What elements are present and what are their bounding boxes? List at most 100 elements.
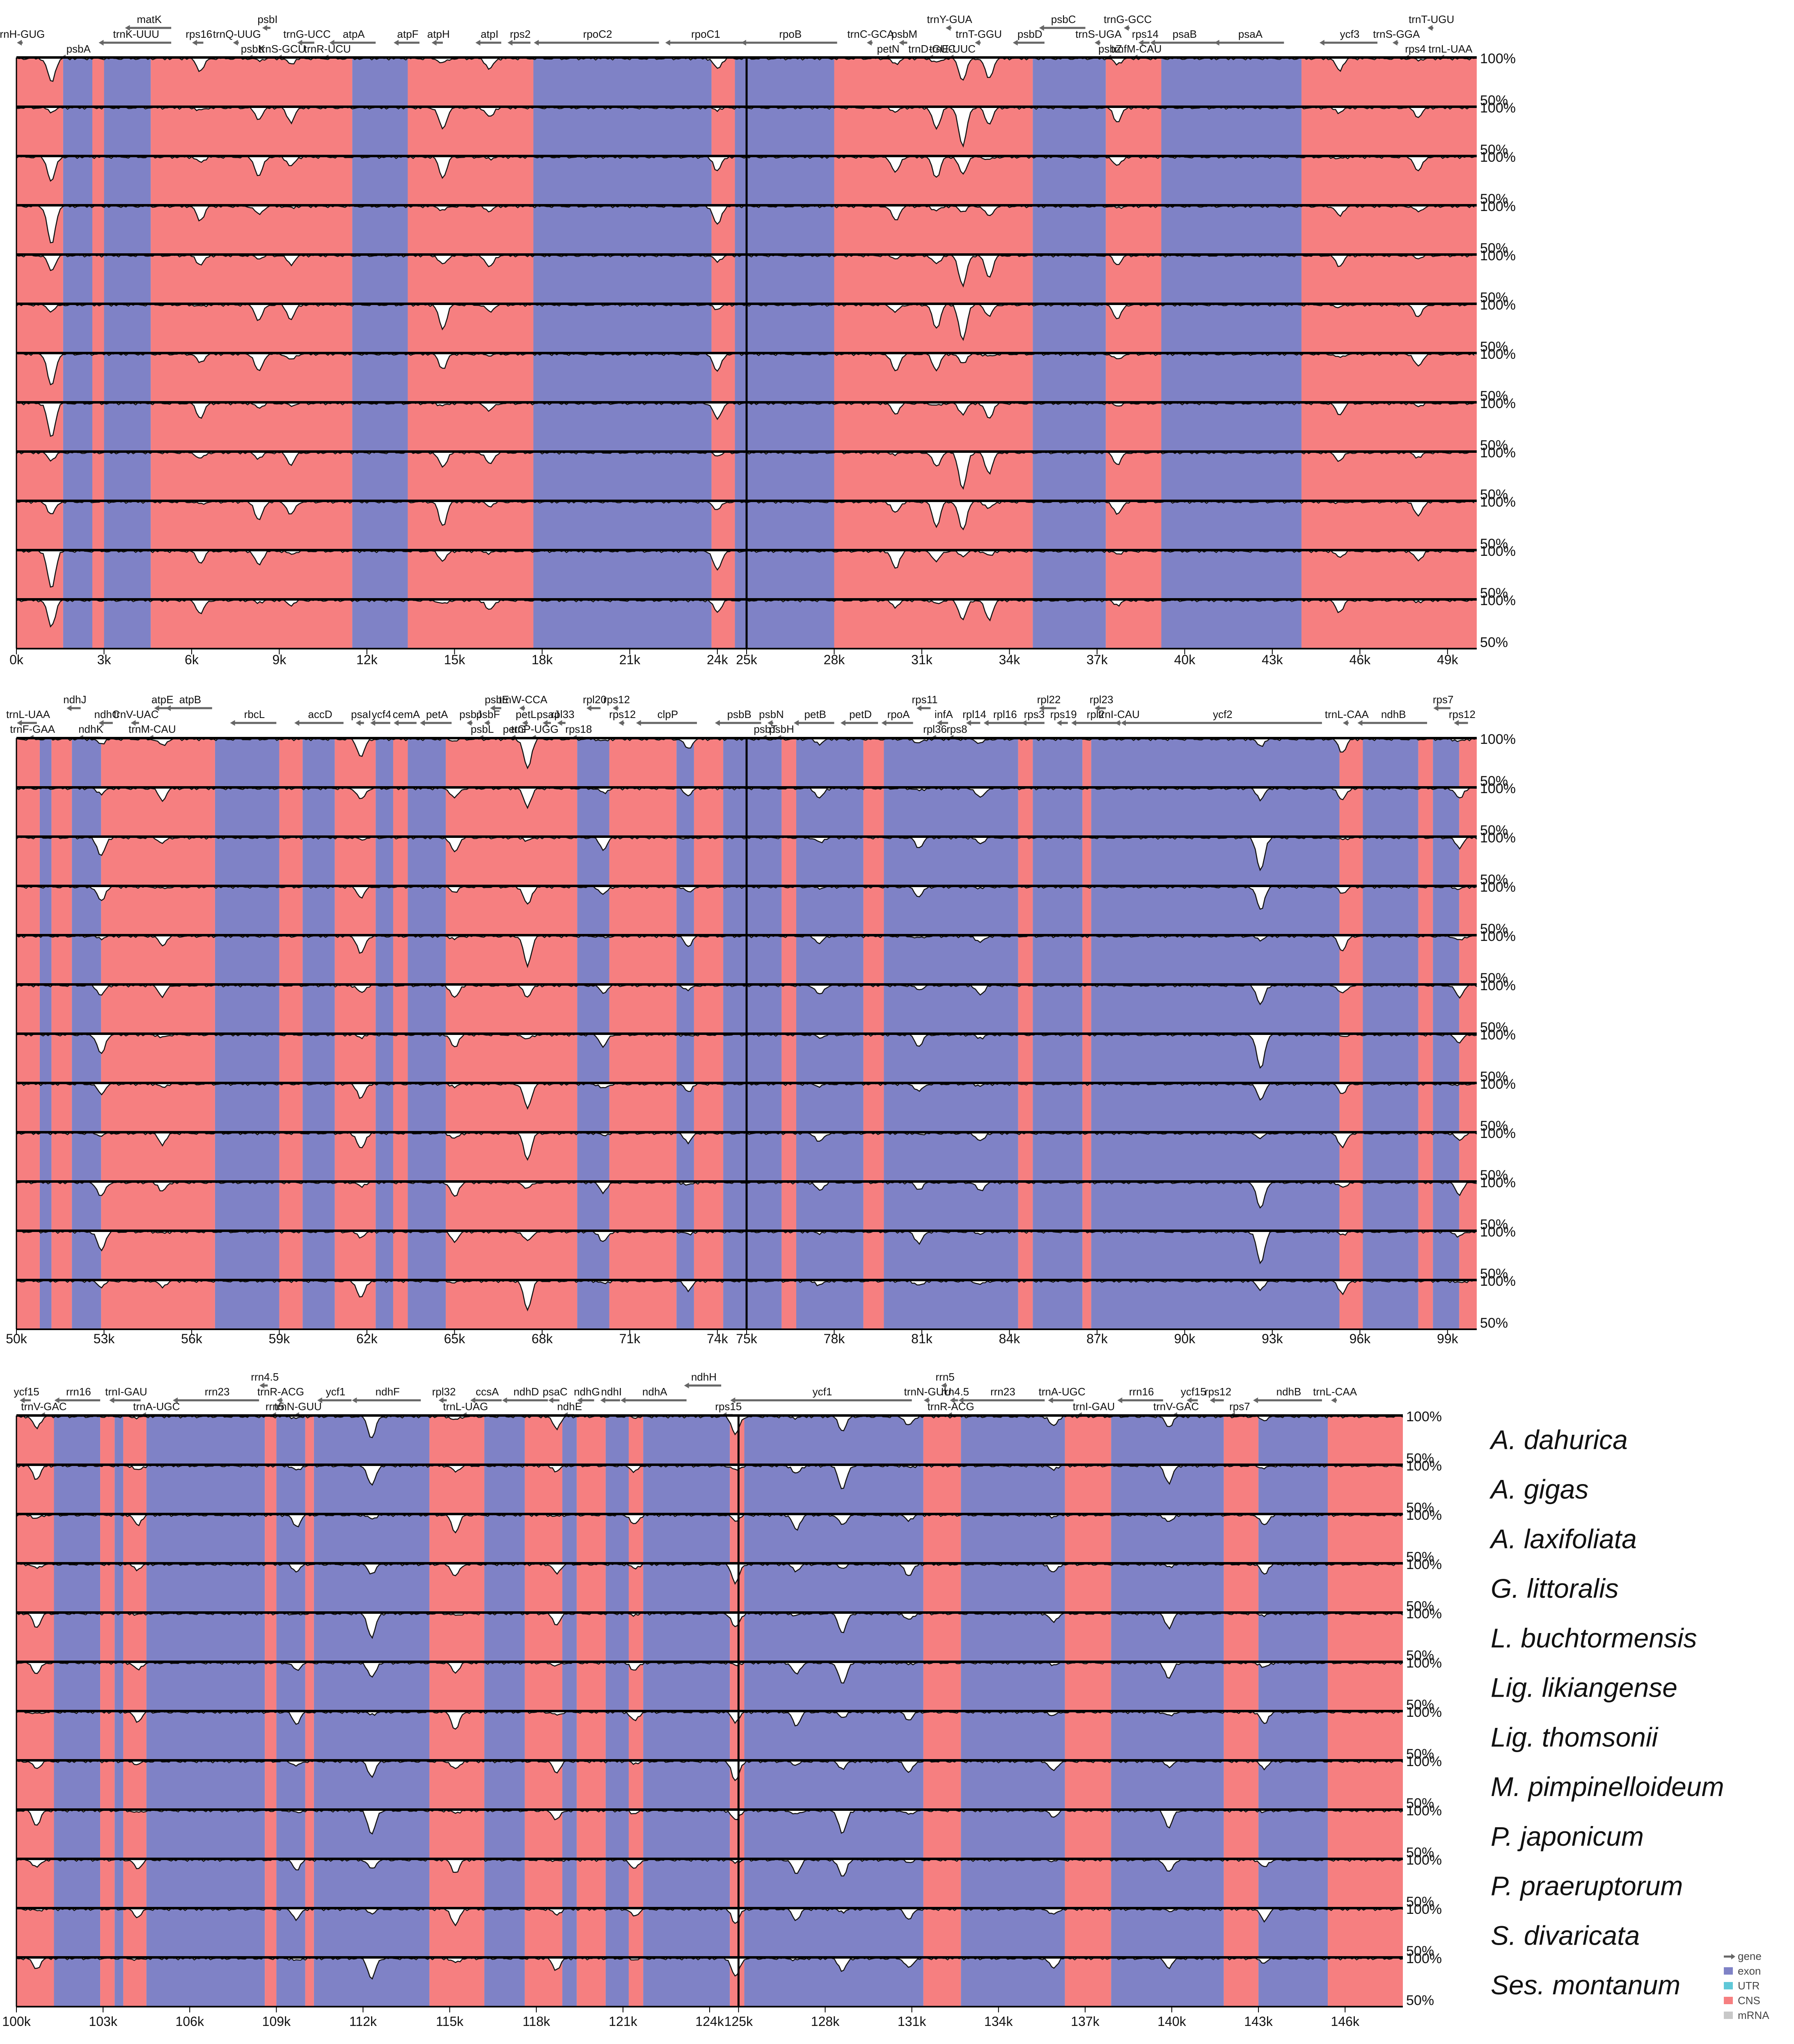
region-cns [1065, 1957, 1111, 2007]
gene-label: psbC [1051, 13, 1076, 25]
y-tick-50: 50% [1480, 241, 1508, 256]
region-cns [101, 935, 215, 984]
gene-arrowhead [1427, 25, 1433, 31]
gene-label: trnM-CAU [128, 723, 176, 735]
region-exon [1033, 738, 1083, 787]
region-exon [104, 353, 151, 402]
identity-mask [16, 1132, 1477, 1160]
region-exon [1161, 205, 1302, 255]
region-cns [16, 1083, 40, 1132]
region-exon [276, 1563, 305, 1613]
region-cns [429, 1810, 485, 1859]
gene-label: psbL [471, 723, 494, 735]
region-exon [562, 1563, 577, 1613]
region-cns [100, 1957, 115, 2007]
region-cns [1418, 886, 1433, 935]
region-cns [1328, 1908, 1403, 1957]
region-cns [1328, 1662, 1403, 1711]
region-exon [72, 886, 101, 935]
region-exon [1258, 1662, 1328, 1711]
gene-label: psaA [1238, 28, 1263, 40]
region-exon [1161, 501, 1302, 550]
species-track: 100% 50% [16, 1803, 1442, 1860]
region-exon [643, 1859, 730, 1908]
gene-label: psaI [351, 708, 371, 720]
region-exon [735, 156, 834, 205]
species-track: 100% 50% [16, 879, 1516, 937]
region-cns [1459, 935, 1477, 984]
region-cns [1418, 984, 1433, 1034]
region-exon [961, 1908, 1065, 1957]
region-cns [123, 1613, 147, 1662]
region-cns [16, 787, 40, 837]
region-exon [796, 1083, 864, 1132]
gene-arrowhead [1150, 40, 1155, 46]
region-cns [101, 837, 215, 886]
region-cns [393, 984, 408, 1034]
gene-label: psaC [543, 1386, 568, 1398]
gene-label: trnL-CAA [1313, 1386, 1357, 1398]
region-exon [723, 1231, 782, 1280]
region-exon [723, 1181, 782, 1231]
x-tick-label: 112k [349, 2014, 377, 2029]
region-exon [115, 1415, 124, 1465]
y-tick-100: 100% [1480, 830, 1516, 846]
region-cns [92, 107, 104, 156]
region-cns [305, 1613, 314, 1662]
region-exon [1363, 837, 1418, 886]
gene-label: rps12 [1205, 1386, 1231, 1398]
species-track: 100% 50% [16, 396, 1516, 453]
gene-arrowhead [1048, 1397, 1053, 1403]
region-cns [1065, 1711, 1111, 1760]
region-exon [352, 156, 408, 205]
region-exon [39, 1132, 52, 1181]
region-exon [1033, 57, 1106, 107]
region-cns [92, 57, 104, 107]
gene-label: petA [426, 708, 448, 720]
region-cns [1328, 1711, 1403, 1760]
region-exon [884, 1181, 1018, 1231]
gene-label: petL [516, 708, 536, 720]
gene-arrowhead [131, 720, 136, 726]
region-exon [723, 738, 782, 787]
x-tick-label: 128k [811, 2014, 840, 2029]
region-cns [100, 1465, 115, 1514]
region-cns [863, 738, 884, 787]
gene-label: psbN [759, 708, 784, 720]
species-track: 100% 50% [16, 593, 1516, 650]
species-track: 100% 50% [16, 1273, 1516, 1331]
y-tick-100: 100% [1480, 445, 1516, 461]
gene-label: ndhD [513, 1386, 539, 1398]
region-cns [863, 1132, 884, 1181]
species-track: 100% 50% [16, 1458, 1442, 1516]
region-cns [101, 886, 215, 935]
region-cns [123, 1810, 147, 1859]
y-tick-100: 100% [1480, 1273, 1516, 1289]
region-exon [605, 1514, 629, 1563]
region-cns [577, 1908, 606, 1957]
gene-arrowhead [370, 720, 376, 726]
x-tick-label: 6k [185, 652, 199, 667]
gene-arrowhead [502, 1397, 507, 1403]
region-exon [1033, 304, 1106, 353]
region-cns [1301, 156, 1477, 205]
region-exon [54, 1859, 101, 1908]
region-exon [735, 304, 834, 353]
region-exon [1033, 205, 1106, 255]
region-exon [484, 1563, 525, 1613]
region-cns [1328, 1514, 1403, 1563]
region-cns [335, 886, 376, 935]
y-tick-50: 50% [1406, 1796, 1434, 1811]
region-exon [484, 1613, 525, 1662]
x-tick-label: 115k [436, 2014, 464, 2029]
gene-label: ndhB [1381, 708, 1406, 720]
region-exon [643, 1711, 730, 1760]
gene-arrowhead [937, 720, 942, 726]
region-cns [408, 107, 534, 156]
region-cns [446, 1083, 577, 1132]
region-cns [609, 1034, 677, 1083]
region-cns [429, 1465, 485, 1514]
species-track: 100% 50% [16, 1655, 1442, 1713]
region-cns [781, 1280, 796, 1329]
region-exon [146, 1760, 265, 1810]
